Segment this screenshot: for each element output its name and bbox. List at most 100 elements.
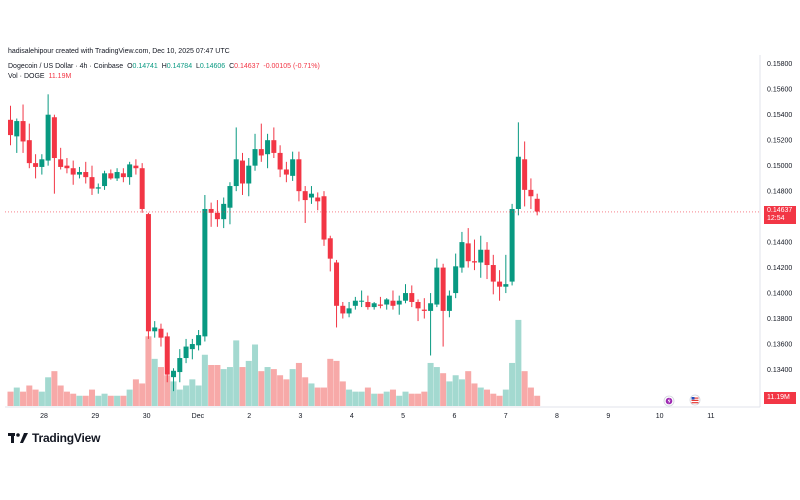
candle-body xyxy=(51,117,57,159)
time-tick-label: 7 xyxy=(504,413,508,420)
volume-bar xyxy=(327,358,334,406)
candle-body xyxy=(484,249,490,266)
price-tick-label: 0.13800 xyxy=(767,316,792,323)
volume-bar xyxy=(471,383,478,406)
price-tick-label: 0.15800 xyxy=(767,61,792,68)
candle-body xyxy=(39,159,45,167)
volume-bar xyxy=(164,375,171,406)
candle-body xyxy=(127,164,133,178)
candle-body xyxy=(277,152,283,170)
volume-bar xyxy=(132,379,139,406)
candle-body xyxy=(453,266,459,294)
flag-stripe xyxy=(691,399,699,401)
candle-body xyxy=(164,336,170,375)
candle-body xyxy=(139,168,145,209)
candle-body xyxy=(434,267,440,305)
candle-body xyxy=(83,172,89,178)
candle-body xyxy=(64,165,70,169)
volume-bar xyxy=(120,395,127,406)
volume-bar xyxy=(283,379,290,406)
volume-badge: 11.19M xyxy=(764,392,796,404)
volume-bar xyxy=(421,391,428,406)
candle-body xyxy=(308,193,314,198)
candle-body xyxy=(152,327,158,332)
candle-body xyxy=(265,140,271,155)
price-tick-label: 0.15400 xyxy=(767,112,792,119)
volume-bar xyxy=(458,379,465,406)
time-tick-label: 30 xyxy=(143,413,151,420)
volume-bar xyxy=(509,362,516,406)
volume-bar xyxy=(145,336,152,406)
time-tick-label: 3 xyxy=(299,413,303,420)
price-tick-label: 0.13600 xyxy=(767,342,792,349)
candle-body xyxy=(415,301,421,309)
candle-body xyxy=(522,159,528,190)
volume-bar xyxy=(534,395,541,406)
volume-bar xyxy=(239,367,246,406)
candle-body xyxy=(377,304,383,306)
volume-bar xyxy=(201,354,208,406)
time-tick-label: 9 xyxy=(606,413,610,420)
candle-body xyxy=(340,305,346,314)
volume-bar xyxy=(264,367,271,406)
volume-bar xyxy=(183,385,190,406)
candle-body xyxy=(346,308,352,314)
volume-bar xyxy=(383,391,390,406)
candle-body xyxy=(26,140,32,164)
volume-bar xyxy=(427,362,434,406)
symbol-legend: Dogecoin / US Dollar · 4h · Coinbase O0.… xyxy=(8,63,320,70)
low-value: 0.14606 xyxy=(199,63,226,70)
volume-bar xyxy=(245,360,252,406)
volume-value: 11.19M xyxy=(48,73,72,80)
volume-bar xyxy=(333,360,340,406)
volume-bar xyxy=(477,387,484,406)
volume-bar xyxy=(440,373,447,406)
open-value: 0.14741 xyxy=(132,63,158,70)
price-tick-label: 0.14000 xyxy=(767,291,792,298)
candle-body xyxy=(327,238,333,259)
volume-bar xyxy=(151,358,158,406)
volume-bar xyxy=(452,375,459,406)
lightning-icon xyxy=(667,398,671,404)
time-tick-label: 11 xyxy=(707,413,714,420)
price-tick-label: 0.15000 xyxy=(767,163,792,170)
candle-body xyxy=(409,293,415,302)
candle-body xyxy=(95,187,101,189)
candle-body xyxy=(158,328,164,338)
price-tick-label: 0.14200 xyxy=(767,265,792,272)
time-tick-label: 8 xyxy=(555,413,559,420)
low-label: L xyxy=(195,63,200,70)
change-value: -0.00105 (-0.71%) xyxy=(263,63,320,70)
candle-body xyxy=(33,163,39,167)
volume-bar xyxy=(70,393,77,406)
open-label: O xyxy=(127,63,133,70)
volume-bar xyxy=(233,340,240,406)
flag-canton xyxy=(691,397,695,400)
candle-body xyxy=(239,160,245,184)
candle-body xyxy=(352,300,358,306)
volume-bar xyxy=(527,387,534,406)
volume-bar xyxy=(396,395,403,406)
volume-bar xyxy=(226,367,233,406)
volume-bar xyxy=(208,365,215,406)
candle-body xyxy=(315,197,321,202)
last-price-badge: 0.14637 12:54 xyxy=(764,205,796,224)
volume-bar xyxy=(45,377,52,406)
volume-bar xyxy=(496,395,503,406)
time-tick-label: 5 xyxy=(401,413,405,420)
candle-body xyxy=(214,212,220,220)
volume-bar xyxy=(521,371,528,406)
volume-title[interactable]: Vol · DOGE xyxy=(8,73,45,80)
volume-bar xyxy=(20,391,27,406)
candle-body xyxy=(221,203,227,220)
candle-body xyxy=(258,149,264,156)
time-tick-label: Dec xyxy=(192,413,205,420)
candle-body xyxy=(183,346,189,359)
symbol-title[interactable]: Dogecoin / US Dollar · 4h · Coinbase xyxy=(8,63,124,70)
candle-body xyxy=(208,208,214,213)
chart-credit: hadisalehipour created with TradingView.… xyxy=(8,48,230,55)
candle-body xyxy=(246,165,252,184)
volume-bar xyxy=(465,371,472,406)
time-tick-label: 2 xyxy=(247,413,251,420)
